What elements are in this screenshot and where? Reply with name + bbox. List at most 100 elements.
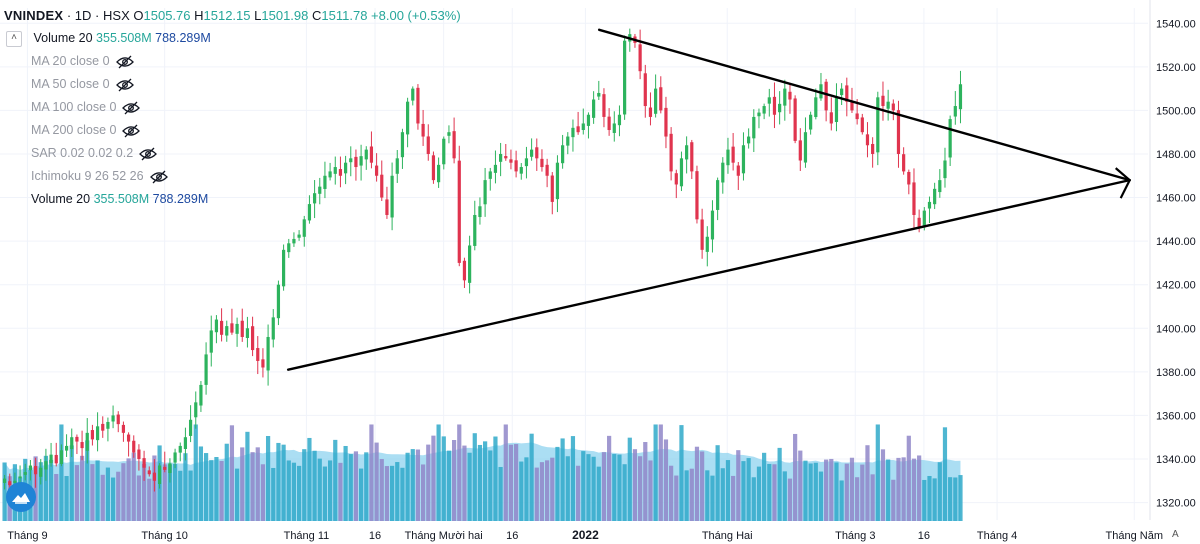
volume-bar <box>958 475 963 521</box>
candle-body <box>374 165 379 176</box>
hidden-eye-icon[interactable] <box>149 170 168 184</box>
candle-body <box>457 160 461 263</box>
candle-body <box>561 145 565 164</box>
candle-body <box>524 158 529 167</box>
hidden-eye-icon[interactable] <box>139 147 158 161</box>
indicator-ma20[interactable]: MA 20 close 0 <box>4 50 461 73</box>
x-tick-label: Tháng Hai <box>702 530 753 542</box>
volume-bar <box>596 466 601 521</box>
candle-body <box>597 92 601 97</box>
volume-bar <box>364 452 369 521</box>
volume-bar <box>43 455 49 521</box>
volume-name[interactable]: Volume 20 <box>33 31 93 45</box>
separator: · <box>66 8 72 23</box>
candle-body <box>788 91 792 100</box>
candle-body <box>716 180 720 210</box>
volume-bar <box>59 424 64 521</box>
volume-bar <box>110 477 116 521</box>
hidden-eye-icon[interactable] <box>122 101 141 115</box>
y-tick-label: 1420.00 <box>1156 280 1196 292</box>
volume-name[interactable]: Volume 20 <box>31 192 91 206</box>
volume-bar <box>379 459 384 521</box>
indicator-ma100[interactable]: MA 100 close 0 <box>4 96 461 119</box>
candle-body <box>85 432 89 451</box>
hidden-eye-icon[interactable] <box>115 78 134 92</box>
indicator-sar[interactable]: SAR 0.02 0.02 0.2 <box>4 142 461 165</box>
candle-body <box>90 430 95 440</box>
auto-scale-button[interactable]: A <box>1172 529 1179 540</box>
volume-bar <box>183 453 188 521</box>
candle-body <box>323 175 327 189</box>
candle-body <box>163 466 167 470</box>
volume-bar <box>33 456 38 521</box>
symbol-name[interactable]: VNINDEX <box>4 8 64 23</box>
candle-body <box>44 461 48 470</box>
trendline-upper <box>597 28 1131 182</box>
tradingview-logo-icon[interactable] <box>6 482 36 512</box>
indicator-ichimoku[interactable]: Ichimoku 9 26 52 26 <box>4 165 461 188</box>
volume-legend-row[interactable]: ˄ Volume 20 355.508M 788.289M <box>4 27 461 50</box>
volume-bar <box>720 468 725 521</box>
hidden-eye-icon[interactable] <box>122 124 141 138</box>
candle-body <box>478 206 482 218</box>
close-key: C <box>312 8 322 23</box>
candle-body <box>617 114 622 126</box>
candle-body <box>519 167 523 174</box>
volume-legend-row-2[interactable]: Volume 20 355.508M 788.289M <box>4 188 461 211</box>
volume-bar <box>224 443 229 521</box>
trendline-lower <box>286 178 1131 371</box>
symbol-header[interactable]: VNINDEX · 1D · HSX O1505.76 H1512.15 L15… <box>4 4 461 27</box>
volume-bar <box>741 461 746 521</box>
volume-bar <box>209 460 214 521</box>
candle-body <box>540 158 544 168</box>
volume-bar <box>317 458 322 521</box>
hidden-eye-icon[interactable] <box>115 55 134 69</box>
candle-body <box>318 186 322 194</box>
volume-bar <box>622 464 627 521</box>
candle-body <box>757 112 761 117</box>
candle-body <box>483 180 487 205</box>
candle-body <box>700 219 704 250</box>
candle-body <box>312 193 317 204</box>
candle-body <box>188 419 193 436</box>
volume-bar <box>777 447 782 521</box>
candle-body <box>623 40 627 115</box>
volume-bar <box>214 457 219 521</box>
interval-label[interactable]: 1D <box>74 8 92 23</box>
candle-body <box>447 132 451 136</box>
candle-body <box>219 320 224 335</box>
candle-body <box>95 426 100 441</box>
collapse-chevron-icon[interactable]: ˄ <box>6 30 22 47</box>
indicator-ma200[interactable]: MA 200 close 0 <box>4 119 461 142</box>
y-tick-label: 1360.00 <box>1156 410 1196 422</box>
candle-body <box>654 88 658 114</box>
volume-bar <box>493 436 498 521</box>
volume-bar <box>131 452 136 521</box>
candle-body <box>571 127 575 138</box>
volume-bar <box>322 466 328 521</box>
x-tick-label: Tháng 10 <box>141 530 187 542</box>
volume-bar <box>353 451 359 521</box>
volume-bar <box>503 424 508 521</box>
volume-bar <box>446 450 452 521</box>
candle-body <box>679 158 684 187</box>
volume-bar <box>488 450 493 521</box>
volume-value: 355.508M <box>93 192 150 206</box>
volume-bar <box>865 445 870 521</box>
volume-bar <box>415 449 421 521</box>
candle-body <box>488 171 492 179</box>
y-tick-label: 1440.00 <box>1156 236 1196 248</box>
candle-body <box>819 84 823 99</box>
candle-body <box>912 182 916 215</box>
volume-bar <box>188 470 193 521</box>
volume-bar <box>612 454 617 521</box>
candle-body <box>421 123 425 137</box>
indicator-ma50[interactable]: MA 50 close 0 <box>4 73 461 96</box>
volume-bar <box>550 457 555 521</box>
candle-body <box>33 465 38 475</box>
candle-body <box>726 149 730 166</box>
volume-bar <box>772 464 777 521</box>
candle-body <box>28 465 33 471</box>
candle-body <box>803 132 808 163</box>
